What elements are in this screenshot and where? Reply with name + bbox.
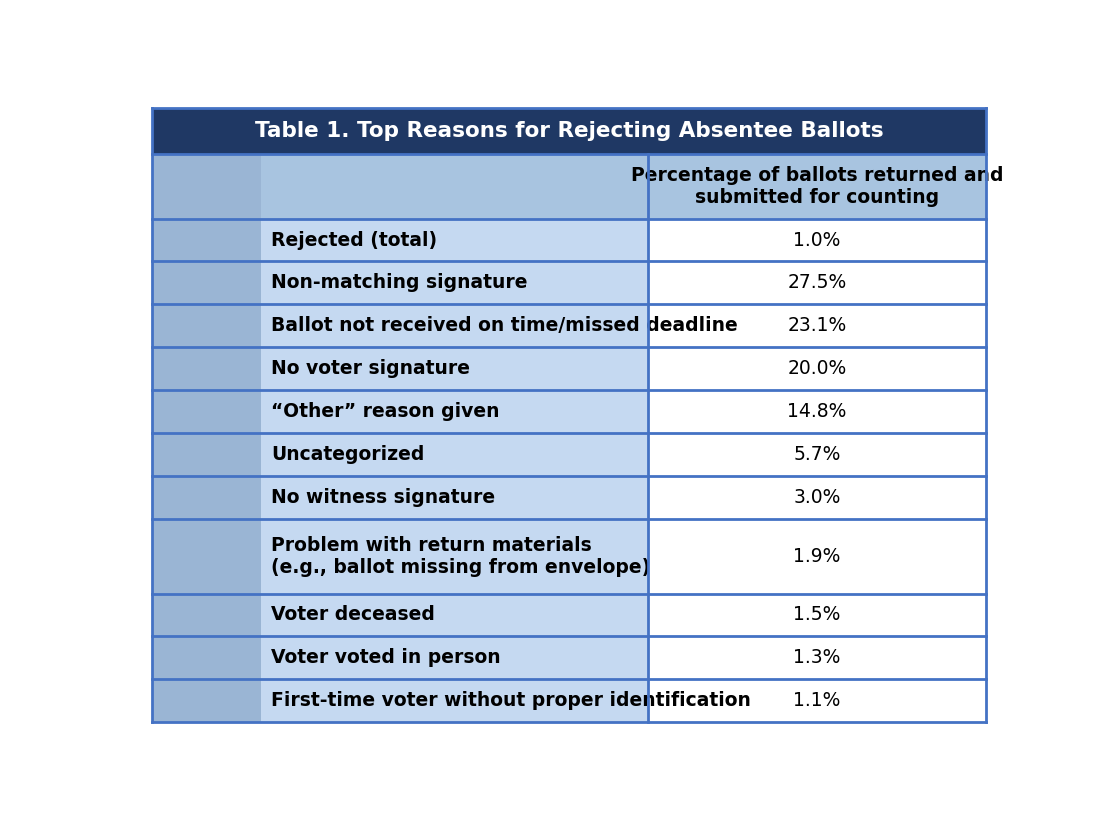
Text: 1.1%: 1.1% [794,691,840,710]
Bar [648,304,986,347]
Text: 27.5%: 27.5% [787,274,847,293]
Bar [648,433,986,476]
Bar [152,155,648,219]
Text: Table 1. Top Reasons for Rejecting Absentee Ballots: Table 1. Top Reasons for Rejecting Absen… [254,121,884,141]
Bar [152,636,648,679]
Text: 1.9%: 1.9% [794,547,840,566]
Text: Voter voted in person: Voter voted in person [271,649,501,667]
Bar [152,679,648,722]
Bar [152,261,261,304]
Text: No witness signature: No witness signature [271,487,495,506]
Text: “Other” reason given: “Other” reason given [271,402,500,421]
Bar [648,347,986,390]
Text: No voter signature: No voter signature [271,359,471,378]
Bar [648,155,986,219]
Bar [152,347,648,390]
Bar [152,219,648,261]
Text: 23.1%: 23.1% [787,316,847,335]
Bar [152,155,261,219]
Bar [152,433,261,476]
Bar [648,476,986,519]
Text: Non-matching signature: Non-matching signature [271,274,527,293]
Text: Rejected (total): Rejected (total) [271,230,437,250]
Bar [648,593,986,636]
Bar [648,390,986,433]
Bar [648,519,986,593]
Bar [152,304,261,347]
Text: 20.0%: 20.0% [787,359,847,378]
Text: 1.0%: 1.0% [794,230,840,250]
Bar [152,390,648,433]
Bar [152,636,261,679]
Bar [648,636,986,679]
Bar [152,347,261,390]
Bar [152,519,261,593]
Bar [152,433,648,476]
Bar [152,593,261,636]
Text: 1.3%: 1.3% [794,649,840,667]
Bar [152,476,261,519]
Text: Voter deceased: Voter deceased [271,606,435,625]
Bar [648,219,986,261]
Text: Ballot not received on time/missed deadline: Ballot not received on time/missed deadl… [271,316,738,335]
Bar [152,519,648,593]
Bar [152,679,261,722]
Text: Problem with return materials
(e.g., ballot missing from envelope): Problem with return materials (e.g., bal… [271,536,650,576]
Bar [152,109,986,155]
Bar [648,261,986,304]
Bar [152,304,648,347]
Bar [152,390,261,433]
Text: Uncategorized: Uncategorized [271,445,425,464]
Text: First-time voter without proper identification: First-time voter without proper identifi… [271,691,751,710]
Bar [152,476,648,519]
Bar [152,593,648,636]
Text: Percentage of ballots returned and
submitted for counting: Percentage of ballots returned and submi… [630,166,1003,207]
Text: 5.7%: 5.7% [794,445,840,464]
Text: 1.5%: 1.5% [794,606,840,625]
Text: 14.8%: 14.8% [787,402,847,421]
Bar [648,679,986,722]
Text: 3.0%: 3.0% [794,487,840,506]
Bar [152,261,648,304]
Bar [152,219,261,261]
